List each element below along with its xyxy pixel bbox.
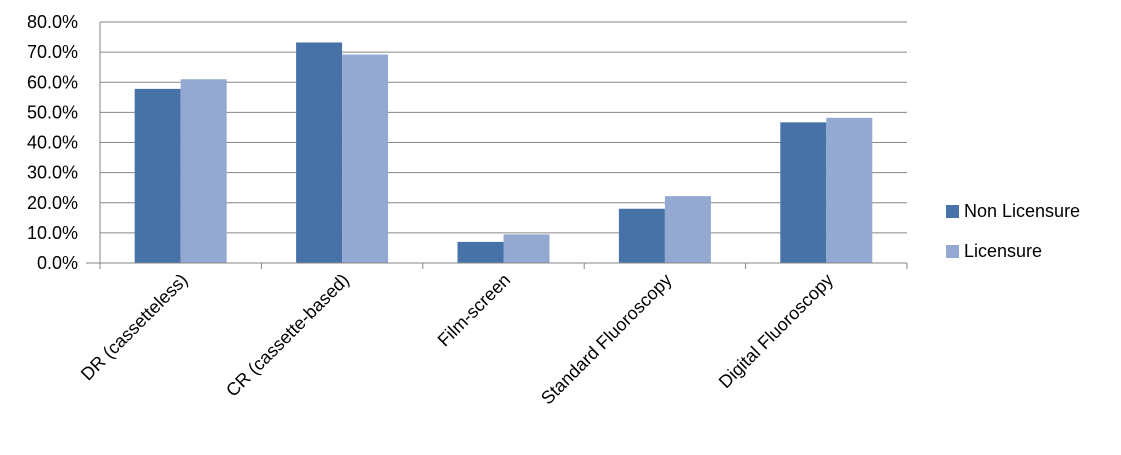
legend-label: Non Licensure — [964, 201, 1080, 221]
bar-licensure — [180, 79, 227, 263]
bar-licensure — [503, 234, 550, 263]
bar-licensure — [342, 54, 389, 263]
bar-non-licensure — [134, 88, 181, 263]
x-category-label: DR (cassetteless) — [77, 270, 192, 385]
y-tick-labels: 0.0% 10.0% 20.0% 30.0% 40.0% 50.0% 60.0% 70.0% 8… — [27, 12, 78, 273]
bar-licensure — [664, 196, 711, 263]
x-category-label: CR (cassette-based) — [222, 270, 353, 401]
y-tick-label: 10.0% — [27, 223, 78, 243]
x-category-labels: DR (cassetteless) CR (cassette-based) Film… — [77, 270, 837, 409]
x-category-label: Digital Fluoroscopy — [715, 270, 837, 392]
legend-swatch — [946, 245, 959, 258]
y-tick-label: 70.0% — [27, 42, 78, 62]
y-tick-label: 30.0% — [27, 163, 78, 183]
y-tick-label: 50.0% — [27, 102, 78, 122]
y-tick-label: 0.0% — [37, 253, 78, 273]
bar-non-licensure — [296, 42, 343, 263]
bar-non-licensure — [780, 122, 827, 263]
y-tick-label: 80.0% — [27, 12, 78, 32]
legend-label: Licensure — [964, 241, 1042, 261]
gridlines — [100, 21, 907, 234]
y-tick-label: 40.0% — [27, 133, 78, 153]
y-tick-label: 60.0% — [27, 72, 78, 92]
y-tick-label: 20.0% — [27, 193, 78, 213]
bars — [134, 42, 873, 263]
legend-swatch — [946, 205, 959, 218]
legend: Non Licensure Licensure — [946, 201, 1080, 261]
bar-licensure — [826, 117, 873, 263]
x-category-label: Standard Fluoroscopy — [537, 270, 676, 409]
bar-non-licensure — [618, 208, 665, 263]
x-category-label: Film-screen — [434, 270, 515, 351]
bar-non-licensure — [457, 241, 504, 263]
axes — [86, 22, 908, 269]
